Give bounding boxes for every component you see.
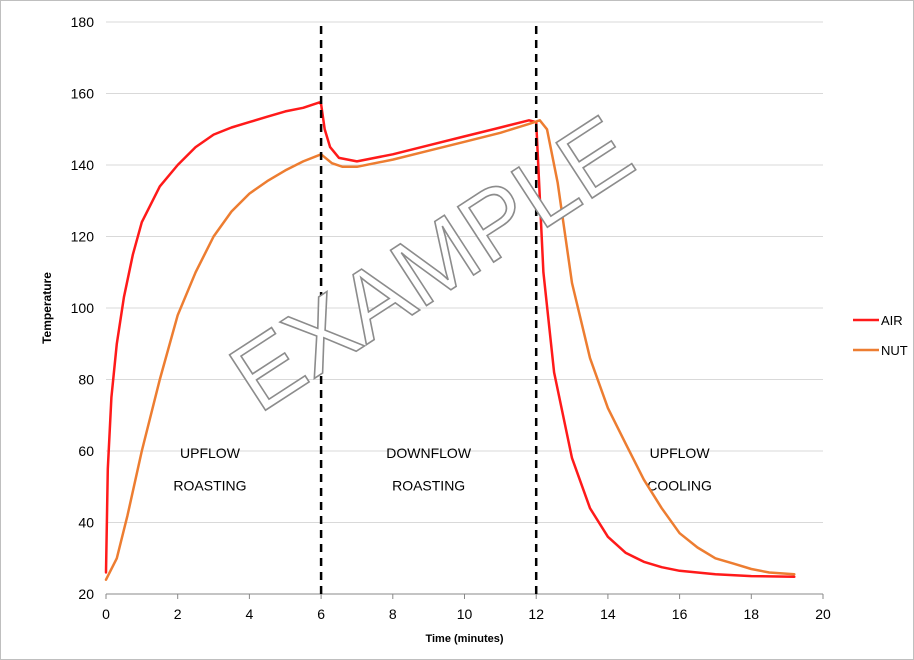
y-tick-label: 60 [78, 443, 94, 459]
y-tick-label: 160 [71, 86, 95, 102]
y-tick-label: 40 [78, 515, 94, 531]
series-line-nut [104, 119, 796, 581]
x-tick-label: 0 [102, 606, 110, 622]
region-label: ROASTING [392, 477, 465, 493]
x-tick-label: 16 [672, 606, 688, 622]
y-tick-label: 120 [71, 229, 95, 245]
x-tick-label: 8 [389, 606, 397, 622]
region-label: DOWNFLOW [386, 445, 472, 461]
legend-label-nut: NUT [881, 343, 908, 358]
x-axis-title: Time (minutes) [425, 633, 503, 645]
y-tick-label: 180 [71, 14, 95, 30]
x-tick-label: 20 [815, 606, 831, 622]
region-label: COOLING [647, 477, 712, 493]
region-label: UPFLOW [650, 445, 711, 461]
x-tick-label: 6 [317, 606, 325, 622]
x-tick-label: 10 [457, 606, 473, 622]
y-tick-label: 100 [71, 300, 95, 316]
y-tick-label: 80 [78, 372, 94, 388]
x-tick-label: 18 [744, 606, 760, 622]
x-tick-label: 2 [174, 606, 182, 622]
legend-label-air: AIR [881, 313, 903, 328]
x-tick-label: 12 [528, 606, 544, 622]
region-label: UPFLOW [180, 445, 241, 461]
y-tick-label: 140 [71, 157, 95, 173]
x-tick-label: 14 [600, 606, 616, 622]
x-tick-label: 4 [246, 606, 254, 622]
series-line-air [104, 101, 796, 579]
region-label: ROASTING [173, 477, 246, 493]
y-tick-label: 20 [78, 586, 94, 602]
y-axis-title: Temperature [40, 272, 54, 344]
